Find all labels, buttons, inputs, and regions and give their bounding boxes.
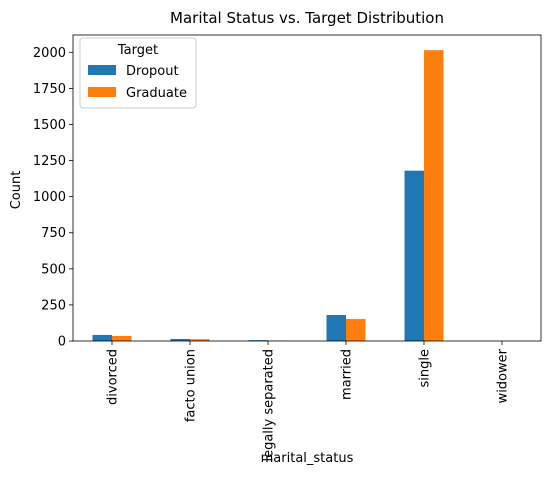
x-tick-label-divorced: divorced	[106, 349, 121, 405]
y-tick-label: 1000	[33, 190, 66, 205]
bar-graduate-married	[346, 319, 366, 341]
legend-swatch-dropout	[88, 65, 116, 75]
x-tick-label-widower: widower	[496, 348, 511, 403]
y-axis-label: Count	[9, 171, 24, 210]
legend-label-dropout: Dropout	[126, 64, 179, 79]
y-tick-label: 250	[41, 298, 66, 313]
legend-title: Target	[117, 43, 158, 58]
bar-graduate-single	[424, 50, 444, 341]
x-tick-label-legally-separated: legally separated	[262, 349, 277, 462]
bar-dropout-legally-separated	[248, 340, 268, 341]
bar-dropout-single	[404, 170, 424, 341]
y-tick-label: 1750	[33, 82, 66, 97]
x-axis-label: marital_status	[261, 451, 354, 466]
plot-frame	[72, 34, 542, 342]
bar-dropout-divorced	[92, 334, 112, 341]
y-tick-label: 500	[41, 262, 66, 277]
bar-dropout-facto-union	[170, 338, 190, 341]
legend-swatch-graduate	[88, 87, 116, 97]
bar-graduate-facto-union	[190, 339, 210, 341]
y-axis-ticks: 0 250 500 750 1000 1250 1500 1750 2000	[33, 46, 73, 350]
bar-dropout-married	[326, 315, 346, 341]
y-tick-label: 1500	[33, 118, 66, 133]
chart-title: Marital Status vs. Target Distribution	[170, 9, 444, 27]
y-tick-label: 0	[58, 335, 66, 350]
y-tick-label: 2000	[33, 46, 66, 61]
bar-graduate-divorced	[112, 335, 132, 341]
x-axis-ticks: divorced facto union legally separated marr…	[106, 341, 511, 462]
y-tick-label: 1250	[33, 154, 66, 169]
x-tick-label-married: married	[340, 349, 355, 400]
legend-label-graduate: Graduate	[126, 86, 187, 101]
legend: Target Dropout Graduate	[79, 37, 197, 109]
bars	[92, 50, 444, 341]
x-tick-label-facto-union: facto union	[184, 349, 199, 422]
x-tick-label-single: single	[418, 349, 433, 388]
y-tick-label: 750	[41, 226, 66, 241]
